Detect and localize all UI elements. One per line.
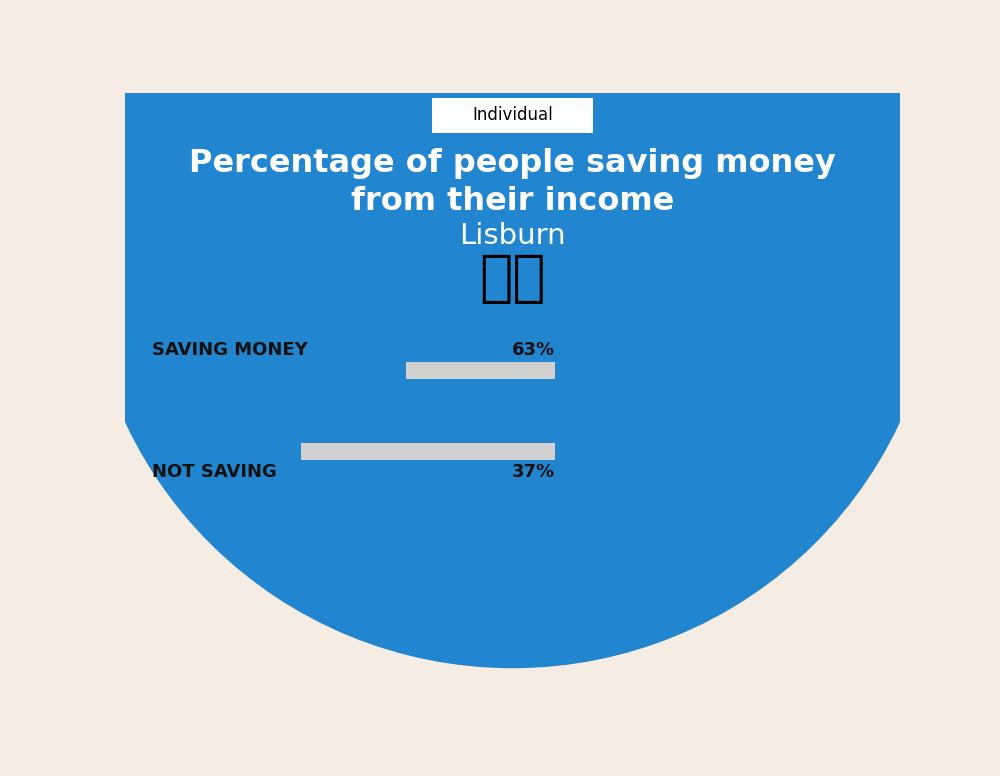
Text: NOT SAVING: NOT SAVING [152, 463, 277, 481]
Text: SAVING MONEY: SAVING MONEY [152, 341, 308, 359]
Circle shape [86, 0, 939, 667]
Text: Individual: Individual [472, 106, 553, 124]
Bar [152, 362, 406, 379]
FancyBboxPatch shape [432, 98, 593, 133]
Bar [152, 442, 301, 459]
Text: Lisburn: Lisburn [459, 223, 566, 251]
Text: Percentage of people saving money: Percentage of people saving money [189, 147, 836, 178]
Text: 🇬🇧: 🇬🇧 [479, 251, 546, 306]
Bar [125, 93, 900, 244]
Bar [152, 442, 555, 459]
Text: from their income: from their income [351, 186, 674, 217]
Bar [152, 362, 555, 379]
Text: 37%: 37% [512, 463, 555, 481]
Text: 63%: 63% [512, 341, 555, 359]
